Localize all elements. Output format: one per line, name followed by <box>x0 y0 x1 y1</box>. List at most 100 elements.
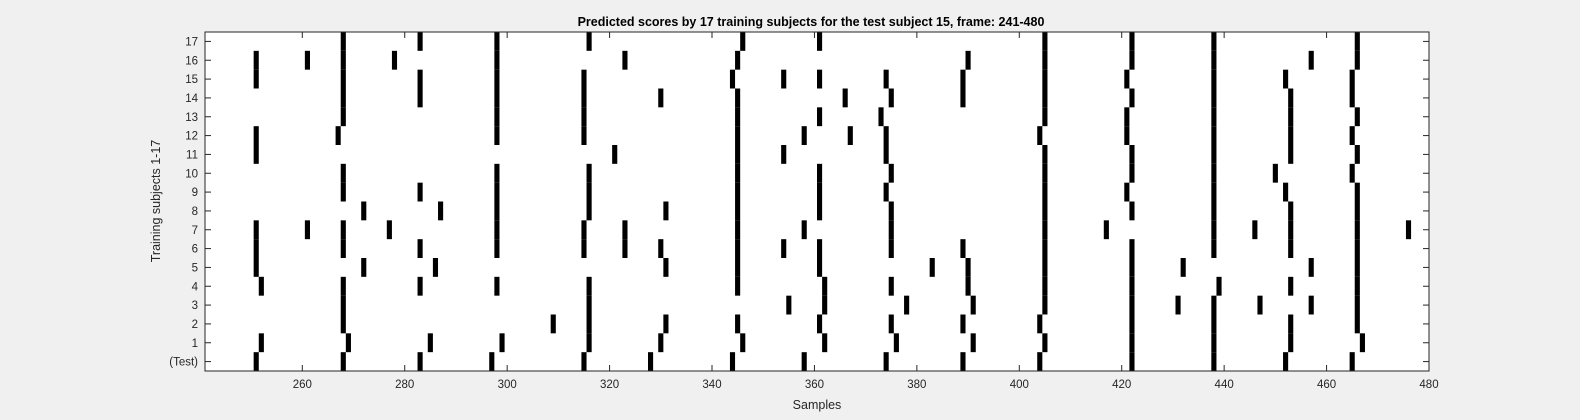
event-marks <box>253 32 1412 371</box>
event-mark <box>929 258 935 277</box>
event-mark <box>340 276 346 296</box>
event-mark <box>304 220 310 240</box>
event-mark <box>822 333 828 353</box>
event-mark <box>612 145 618 164</box>
event-mark <box>417 69 423 89</box>
event-mark <box>965 50 971 70</box>
event-mark <box>663 201 669 221</box>
event-mark <box>1349 69 1355 89</box>
event-mark <box>740 32 746 51</box>
event-mark <box>888 239 894 258</box>
y-tick-label: 17 <box>185 36 198 48</box>
event-mark <box>586 163 592 183</box>
x-tick-label: 300 <box>498 379 517 391</box>
event-mark <box>1283 352 1289 371</box>
event-mark <box>494 239 500 258</box>
y-tick-label: 6 <box>192 244 198 256</box>
x-tick-label: 420 <box>1112 379 1131 391</box>
event-mark <box>735 239 741 258</box>
event-mark <box>960 314 966 334</box>
event-mark <box>842 88 848 108</box>
y-tick-label: 9 <box>192 187 198 199</box>
event-mark <box>340 295 346 315</box>
event-mark <box>1354 145 1360 164</box>
event-mark <box>847 126 853 145</box>
event-mark <box>658 333 664 353</box>
event-mark <box>888 314 894 334</box>
event-mark <box>586 182 592 202</box>
event-mark <box>1042 276 1048 296</box>
event-mark <box>893 333 899 353</box>
event-mark <box>258 276 264 296</box>
x-tick-label: 320 <box>600 379 619 391</box>
x-tick-label: 260 <box>293 379 312 391</box>
y-tick-label: 12 <box>185 131 198 143</box>
event-mark <box>735 50 741 70</box>
event-mark <box>489 352 495 371</box>
event-mark <box>1042 163 1048 183</box>
y-tick-label: 10 <box>185 168 198 180</box>
event-mark <box>1042 32 1048 51</box>
event-mark <box>1042 107 1048 127</box>
event-mark <box>960 69 966 89</box>
y-tick-label: 16 <box>185 55 198 67</box>
event-mark <box>1354 220 1360 240</box>
y-tick-label: 14 <box>185 93 198 105</box>
event-mark <box>1272 163 1278 183</box>
event-mark <box>581 126 587 145</box>
event-mark <box>253 352 259 371</box>
event-mark <box>1349 352 1355 371</box>
event-mark <box>1129 239 1135 258</box>
y-tick-label: 1 <box>192 338 198 350</box>
event-mark <box>1211 201 1217 221</box>
event-mark <box>340 352 346 371</box>
event-mark <box>581 352 587 371</box>
event-mark <box>735 145 741 164</box>
event-mark <box>345 333 351 353</box>
event-mark <box>494 88 500 108</box>
event-mark <box>1354 276 1360 296</box>
event-mark <box>1042 145 1048 164</box>
event-mark <box>1288 276 1294 296</box>
event-mark <box>729 69 736 89</box>
event-mark <box>1129 352 1135 371</box>
event-mark <box>1211 88 1217 108</box>
event-mark <box>883 352 889 371</box>
event-mark <box>586 295 592 315</box>
event-mark <box>494 126 500 145</box>
y-tick-label: (Test) <box>169 357 198 369</box>
event-mark <box>340 107 346 127</box>
event-mark <box>1211 295 1217 315</box>
event-mark <box>1103 220 1109 240</box>
event-mark <box>663 258 669 277</box>
event-mark <box>1211 182 1217 202</box>
event-mark <box>817 258 823 277</box>
event-mark <box>1216 276 1222 296</box>
event-mark <box>801 126 807 145</box>
x-tick-label: 400 <box>1010 379 1029 391</box>
event-mark <box>586 201 592 221</box>
event-mark <box>1354 258 1360 277</box>
event-mark <box>340 314 346 334</box>
event-mark <box>965 276 971 296</box>
event-mark <box>904 295 910 315</box>
y-tick-label: 8 <box>192 206 198 218</box>
event-mark <box>822 276 828 296</box>
event-mark <box>1129 32 1135 51</box>
event-mark <box>1042 239 1048 258</box>
event-mark <box>340 50 346 70</box>
event-mark <box>1359 333 1365 353</box>
event-mark <box>494 69 500 89</box>
event-mark <box>340 220 346 240</box>
event-mark <box>581 69 587 89</box>
event-mark <box>494 50 500 70</box>
event-mark <box>1288 126 1294 145</box>
event-mark <box>1308 295 1314 315</box>
event-mark <box>1211 50 1217 70</box>
event-mark <box>1129 88 1135 108</box>
event-mark <box>735 258 741 277</box>
event-mark <box>658 88 664 108</box>
event-mark <box>735 107 741 127</box>
y-tick-label: 13 <box>185 112 198 124</box>
